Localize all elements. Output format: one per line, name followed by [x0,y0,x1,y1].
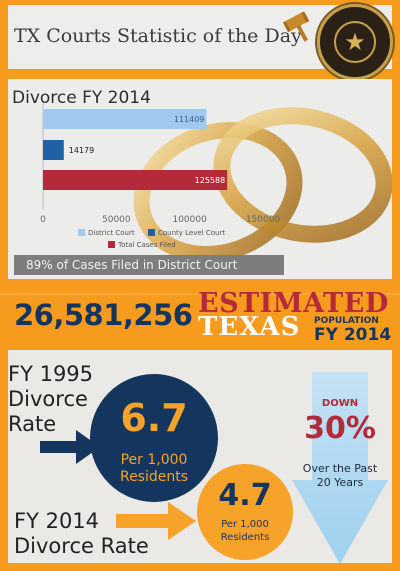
legend-swatch [78,229,85,236]
texas-label: TEXAS [198,312,301,342]
fy2014-label: FY 2014 Divorce Rate [14,509,149,559]
bar-chart: 111409 14179 125588 0 50000 100000 150000 Distr… [40,103,281,249]
x-tick-label: 150000 [246,215,281,225]
estimated-label: ESTIMATED [198,288,389,319]
bar-value-label: 111409 [174,115,205,124]
change-direction-label: DOWN [321,398,359,409]
wedding-rings-image [133,107,392,262]
legend-label: District Court [88,229,135,237]
fy1995-unit-line: Per 1,000 [120,452,188,468]
bar-county-level-court [43,140,64,160]
population-band [0,292,400,342]
fy1995-label-line: FY 1995 [8,362,94,386]
x-tick-label: 0 [40,215,46,225]
fy1995-unit-line: Residents [119,469,189,485]
bar-total-cases-filed [43,170,228,190]
bar-value-label: 14179 [69,146,94,155]
arrow-right-icon [40,430,100,464]
fy1995-label: FY 1995 Divorce Rate [8,362,93,437]
fy2014-rate-value: 4.7 [218,478,272,513]
chart-panel: Divorce FY 2014 111409 14179 125588 0 50000 1… [8,79,392,279]
population-label: POPULATION [314,316,379,326]
legend-label: Total Cases Filed [117,241,176,249]
fy1995-label-line: Divorce [8,387,88,411]
page-title: TX Courts Statistic of the Day [14,25,302,47]
population-fy-label: FY 2014 [314,325,392,345]
down-arrow-icon [292,372,388,564]
fy1995-label-line: Rate [8,412,57,436]
fy1995-rate-unit: Per 1,000 Residents [90,452,218,486]
fy2014-rate-unit: Per 1,000 Residents [197,518,293,544]
legend-swatch [148,229,155,236]
arrow-right-icon [116,502,196,540]
chart-title: Divorce FY 2014 [12,88,151,108]
x-tick-label: 50000 [102,215,131,225]
change-percent: 30% [304,411,376,446]
change-caption-line: 20 Years [316,476,364,489]
fy1995-rate-value: 6.7 [120,396,188,440]
fy2014-unit-line: Residents [220,532,270,543]
chart-footnote: 89% of Cases Filed in District Court [14,255,284,275]
bar-value-label: 125588 [195,176,226,185]
change-caption: Over the Past 20 Years [292,462,388,490]
legend-swatch [108,241,115,248]
fy1995-rate-circle: 6.7 Per 1,000 Residents [90,374,218,502]
texas-seal-logo: ★ [317,4,393,80]
population-number: 26,581,256 [14,298,193,332]
x-tick-label: 100000 [172,215,207,225]
star-icon: ★ [334,21,376,63]
legend-label: County Level Court [158,229,225,237]
gavel-icon [282,12,310,42]
fy2014-unit-line: Per 1,000 [221,519,269,530]
fy2014-rate-circle: 4.7 Per 1,000 Residents [197,464,293,560]
fy2014-label-line: FY 2014 [14,509,100,533]
change-caption-line: Over the Past [302,462,378,475]
fy2014-label-line: Divorce Rate [14,534,149,558]
bar-district-court [43,109,207,129]
